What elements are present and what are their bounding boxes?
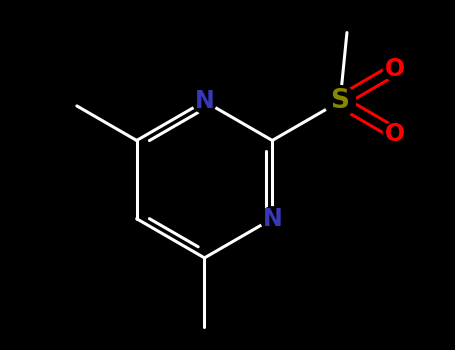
Text: N: N	[263, 207, 282, 231]
Circle shape	[260, 207, 284, 231]
Text: O: O	[385, 121, 405, 146]
Circle shape	[384, 121, 407, 146]
Text: S: S	[331, 88, 349, 114]
Circle shape	[192, 89, 217, 113]
Circle shape	[324, 86, 356, 117]
Circle shape	[384, 57, 407, 81]
Text: N: N	[195, 89, 214, 113]
Text: O: O	[385, 57, 405, 81]
